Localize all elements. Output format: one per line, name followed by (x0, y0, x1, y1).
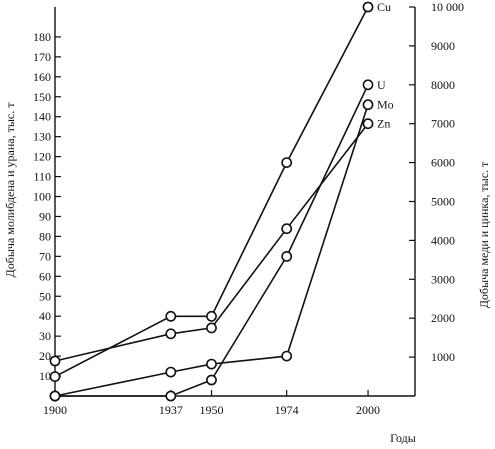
y-left-tick-label: 140 (33, 110, 51, 124)
y-right-tick-label: 9000 (431, 39, 455, 53)
series-label-mo: Mo (377, 98, 394, 112)
series-point-zn (49, 355, 61, 367)
y-right-axis-title: Добыча меди и цинка, тыс. т (477, 161, 491, 308)
series-point-cu (206, 310, 217, 322)
x-tick-label: 1900 (43, 403, 67, 417)
series-point-cu (281, 157, 293, 168)
y-left-axis-title: Добыча молибдена и урана, тыс. т (3, 102, 17, 278)
y-right-tick-label: 10 000 (431, 0, 464, 14)
y-left-tick-label: 70 (39, 249, 51, 263)
series-point-cu (362, 1, 374, 13)
x-tick-label: 2000 (356, 403, 380, 417)
series-point-cu (165, 310, 177, 322)
y-right-tick-label: 8000 (431, 78, 455, 92)
x-tick-label: 1974 (275, 403, 299, 417)
y-left-tick-label: 60 (39, 269, 51, 283)
y-right-tick-label: 7000 (431, 117, 455, 131)
y-left-tick-label: 20 (39, 349, 51, 363)
y-left-tick-label: 120 (33, 150, 51, 164)
y-right-tick-label: 5000 (431, 195, 455, 209)
axes-layer (54, 6, 416, 397)
series-point-zn (206, 322, 217, 334)
y-right-tick-label: 2000 (431, 311, 455, 325)
series-point-mo (206, 358, 217, 370)
y-right-tick-label: 6000 (431, 156, 455, 170)
x-axis-title: Годы (390, 431, 416, 444)
series-point-mo (362, 99, 374, 111)
y-left-tick-label: 100 (33, 190, 51, 204)
series-point-zn (281, 223, 293, 235)
y-left-tick-label: 130 (33, 130, 51, 144)
y-left-tick-label: 50 (39, 289, 51, 303)
series-label-zn: Zn (377, 117, 390, 131)
y-left-tick-label: 160 (33, 70, 51, 84)
y-left-tick-label: 10 (39, 369, 51, 383)
series-point-u (281, 250, 293, 262)
y-left-tick-label: 150 (33, 90, 51, 104)
series-label-cu: Cu (377, 0, 391, 14)
series-label-u: U (377, 78, 386, 92)
y-right-tick-label: 1000 (431, 350, 455, 364)
series-point-cu (49, 371, 61, 382)
series-point-zn (362, 118, 374, 130)
series-point-u (165, 390, 177, 402)
y-left-tick-label: 30 (39, 329, 51, 343)
y-left-tick-label: 110 (33, 170, 51, 184)
y-left-tick-label: 40 (39, 309, 51, 323)
y-left-tick-label: 90 (39, 209, 51, 223)
series-point-zn (165, 328, 177, 340)
x-tick-label: 1950 (200, 403, 224, 417)
y-right-tick-label: 3000 (431, 272, 455, 286)
series-point-mo (49, 390, 61, 402)
series-point-u (206, 374, 217, 386)
series-point-mo (165, 366, 177, 378)
labels-layer: 10 20 30 40 50 60 70 80 90 100 110 120 130 140 150 160 1… (3, 0, 491, 445)
y-left-tick-label: 170 (33, 50, 51, 64)
series-point-u (362, 79, 374, 91)
y-right-tick-label: 4000 (431, 233, 455, 247)
x-tick-label: 1937 (159, 403, 183, 417)
y-left-tick-label: 80 (39, 229, 51, 243)
y-left-tick-label: 180 (33, 30, 51, 44)
series-point-mo (281, 350, 293, 362)
series-layer (49, 1, 374, 402)
